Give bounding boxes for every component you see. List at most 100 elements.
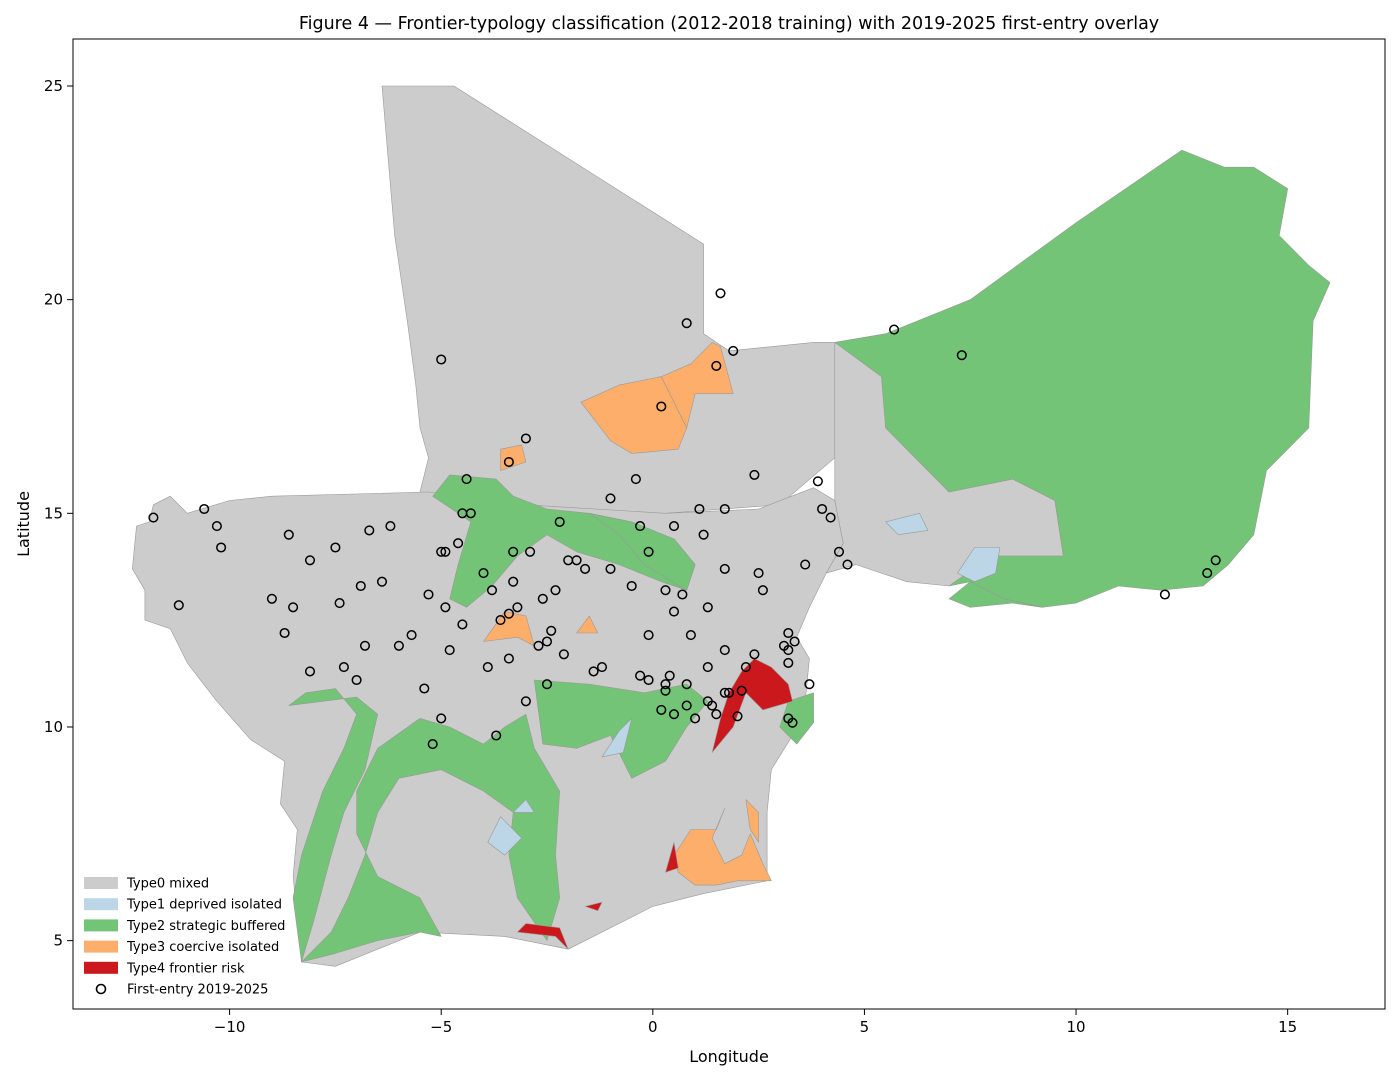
x-tick-label: −10 xyxy=(214,1018,246,1036)
first-entry-point xyxy=(643,630,654,641)
first-entry-point xyxy=(723,687,735,698)
region-east-orange-2 xyxy=(745,799,759,843)
first-entry-point xyxy=(351,674,362,686)
first-entry-point xyxy=(436,713,447,724)
first-entry-point xyxy=(1210,555,1221,566)
region-gao-orange xyxy=(660,342,734,429)
first-entry-point xyxy=(783,627,794,639)
first-entry-point xyxy=(605,493,616,504)
region-niger-east-green xyxy=(834,149,1331,608)
first-entry-point xyxy=(668,709,680,720)
plot-area xyxy=(72,38,1386,1010)
region-niger-west-green xyxy=(948,581,1043,608)
legend-label: First-entry 2019-2025 xyxy=(127,983,268,998)
first-entry-point xyxy=(580,563,591,574)
first-entry-point xyxy=(520,696,531,707)
first-entry-point xyxy=(486,585,498,596)
first-entry-point xyxy=(537,593,548,604)
first-entry-point xyxy=(812,476,823,487)
first-entry-point xyxy=(681,700,692,711)
legend: Type0 mixed Type1 deprived isolated Type2 … xyxy=(84,877,285,998)
first-entry-point xyxy=(482,662,493,673)
first-entry-point xyxy=(338,662,349,673)
first-entry-point xyxy=(660,685,671,696)
first-entry-point xyxy=(635,521,646,532)
y-tick-label: 5 xyxy=(53,932,63,950)
legend-swatch xyxy=(84,919,118,932)
region-blue-3 xyxy=(601,718,633,758)
first-entry-point xyxy=(635,670,646,681)
first-entry-point xyxy=(173,600,184,611)
first-entry-point xyxy=(643,674,654,686)
first-entry-point xyxy=(148,512,159,523)
first-entry-point xyxy=(740,662,751,673)
first-entry-point xyxy=(668,606,680,617)
region-gourma-green xyxy=(588,512,696,591)
first-entry-point xyxy=(216,542,227,553)
region-south-west-green xyxy=(301,713,561,963)
region-red-small-2 xyxy=(584,901,603,912)
first-entry-point xyxy=(656,704,667,715)
first-entry-point xyxy=(702,602,713,613)
x-tick-label: −5 xyxy=(430,1018,452,1036)
region-east-small-green xyxy=(779,692,814,745)
figure-title: Figure 4 — Frontier-typology classificat… xyxy=(299,14,1159,34)
first-entry-point xyxy=(681,679,692,690)
first-entry-point xyxy=(288,602,299,613)
x-tick-label: 15 xyxy=(1278,1018,1297,1036)
first-entry-point xyxy=(520,433,531,444)
first-entry-point xyxy=(461,474,472,485)
legend-swatch xyxy=(84,877,118,889)
first-entry-point xyxy=(355,580,366,592)
first-entry-point xyxy=(753,568,764,579)
first-entry-point xyxy=(304,555,316,566)
y-tick-label: 25 xyxy=(44,77,63,95)
y-tick-label: 15 xyxy=(44,504,63,522)
first-entry-point xyxy=(465,508,476,519)
first-entry-point xyxy=(626,580,637,592)
first-entry-point xyxy=(719,645,730,656)
region-blue-5 xyxy=(512,799,535,813)
first-entry-point xyxy=(630,474,641,485)
first-entry-point xyxy=(728,345,739,356)
first-entry-point xyxy=(664,670,675,681)
first-entry-point xyxy=(817,503,828,515)
first-entry-point xyxy=(541,679,553,690)
first-entry-point xyxy=(359,640,371,651)
legend-label: Type2 strategic buffered xyxy=(126,919,285,934)
first-entry-point xyxy=(1202,568,1213,579)
first-entry-point xyxy=(749,649,760,660)
x-tick-label: 10 xyxy=(1066,1018,1085,1036)
legend-swatch xyxy=(84,940,118,953)
region-mali-center-green xyxy=(432,474,696,608)
first-entry-point xyxy=(643,546,654,557)
first-entry-point xyxy=(660,585,671,596)
region-blue-1 xyxy=(885,512,929,536)
first-entry-point xyxy=(503,653,514,664)
first-entry-point xyxy=(677,589,688,600)
first-entry-point xyxy=(457,619,468,630)
region-layer xyxy=(132,85,1331,967)
first-entry-point xyxy=(330,542,341,553)
first-entry-point xyxy=(199,503,210,515)
region-south-east-orange xyxy=(673,807,772,886)
first-entry-point xyxy=(525,546,536,557)
first-entry-point xyxy=(660,679,671,690)
region-orange-bf-2 xyxy=(576,615,599,634)
first-entry-point xyxy=(690,713,701,724)
first-entry-point xyxy=(605,563,616,574)
first-entry-point xyxy=(656,401,667,412)
region-red-small-1 xyxy=(665,841,679,873)
first-entry-point xyxy=(503,608,514,619)
first-entry-point xyxy=(334,598,345,609)
first-entry-point xyxy=(825,512,836,523)
first-entry-point xyxy=(719,563,730,574)
first-entry-point xyxy=(707,700,718,711)
first-entry-point xyxy=(283,529,294,540)
axes-border xyxy=(72,38,1386,1010)
first-entry-point xyxy=(406,630,417,641)
first-entry-point xyxy=(685,630,696,641)
first-entry-point xyxy=(423,589,434,600)
first-entry-point xyxy=(588,666,599,677)
first-entry-point xyxy=(376,576,388,587)
